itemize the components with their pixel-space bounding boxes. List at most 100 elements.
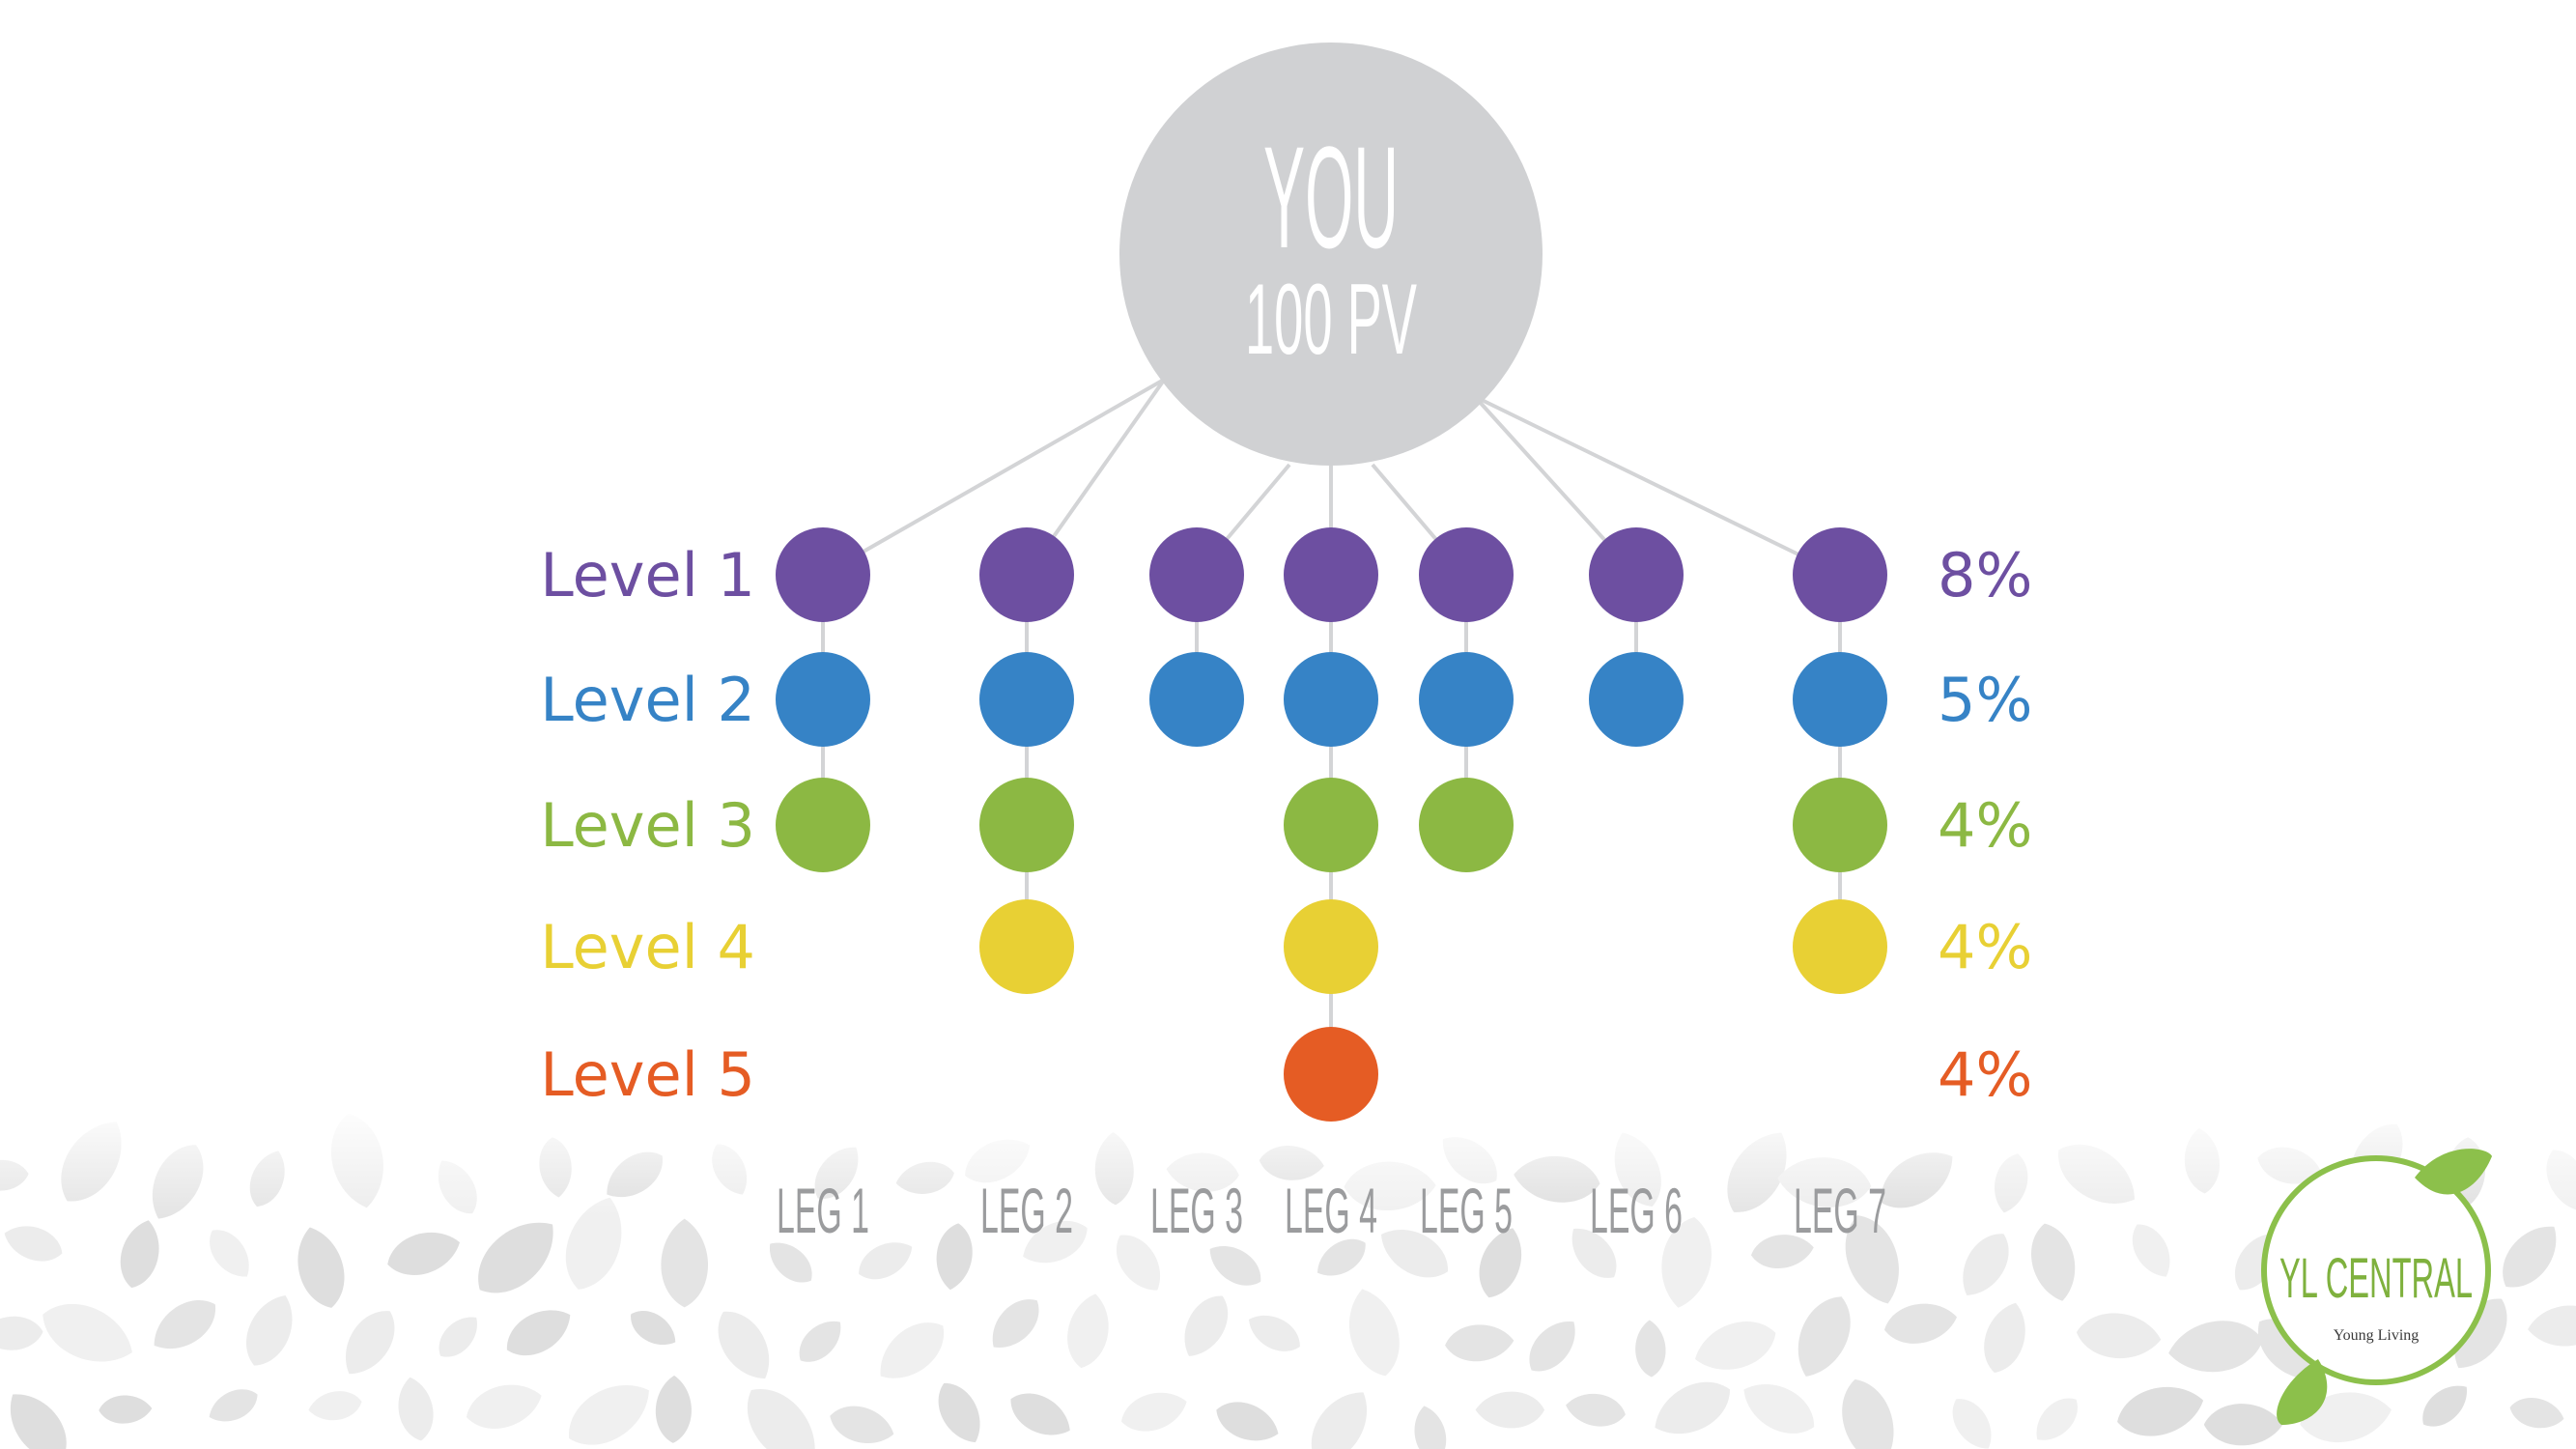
leaf-shape	[1751, 1235, 1814, 1268]
downline-node	[776, 527, 870, 622]
leaf-shape	[1655, 1381, 1730, 1435]
leaf-shape	[2528, 1305, 2576, 1347]
leaf-shape	[1952, 1399, 1992, 1449]
percent-labels: 8% 5% 4% 4% 4%	[1938, 540, 2032, 1110]
leaf-shape	[1842, 1378, 1894, 1449]
leg-label: LEG 3	[1150, 1175, 1243, 1246]
leaf-shape	[1529, 1321, 1575, 1372]
percent-label: 4%	[1938, 912, 2032, 982]
downline-nodes	[776, 527, 1887, 1122]
leaf-shape	[506, 1310, 571, 1356]
level-label: Level 4	[540, 912, 755, 982]
leaf-shape	[1010, 1393, 1070, 1435]
leaf-shape	[1661, 1217, 1712, 1308]
percent-label: 4%	[1938, 790, 2032, 861]
leaf-shape	[992, 1299, 1039, 1348]
leaf-shape	[747, 1388, 815, 1449]
leaf-shape	[1067, 1293, 1109, 1369]
level-label: Level 1	[540, 540, 755, 611]
leaf-shape	[210, 1230, 249, 1277]
leaf-shape	[1317, 1238, 1366, 1276]
root-pv: 100 PV	[1245, 264, 1417, 376]
downline-node	[979, 778, 1074, 872]
leaf-shape	[209, 1389, 258, 1422]
leaf-shape	[565, 1197, 622, 1290]
leaf-shape	[2076, 1313, 2162, 1358]
logo-brand: Young Living	[2334, 1327, 2420, 1344]
leaf-shape	[799, 1321, 841, 1362]
downline-node	[979, 527, 1074, 622]
leaf-shape	[2168, 1321, 2263, 1373]
leaf-shape	[1209, 1246, 1261, 1286]
leaf-bottom-icon	[2277, 1359, 2328, 1425]
leaf-shape	[466, 1384, 542, 1429]
leaf-shape	[1184, 1295, 1229, 1356]
leaf-shape	[830, 1406, 894, 1443]
downline-node	[1149, 527, 1244, 622]
root-title: YOU	[1263, 116, 1399, 278]
downline-node	[1284, 1027, 1378, 1122]
downline-node	[776, 652, 870, 747]
leaf-shape	[1635, 1320, 1666, 1378]
leaf-shape	[1479, 1228, 1521, 1298]
leaf-shape	[718, 1311, 770, 1379]
root-node: YOU 100 PV	[1119, 43, 1543, 466]
leaf-shape	[245, 1294, 293, 1366]
leaf-shape	[1475, 1391, 1545, 1429]
leaf-shape	[439, 1317, 477, 1357]
downline-node	[1419, 527, 1514, 622]
downline-node	[1419, 778, 1514, 872]
root-connector	[1479, 397, 1841, 577]
percent-label: 8%	[1938, 540, 2032, 611]
downline-node	[1284, 527, 1378, 622]
leaf-shape	[859, 1242, 913, 1280]
leaf-shape	[1845, 1215, 1899, 1304]
leaf-shape	[398, 1377, 434, 1441]
leaf-shape	[308, 1391, 362, 1421]
leaf-shape	[0, 1316, 43, 1350]
downline-node	[1284, 652, 1378, 747]
level-labels: Level 1 Level 2 Level 3 Level 4 Level 5	[540, 540, 755, 1110]
leaf-top-icon	[2415, 1149, 2492, 1195]
leg-label: LEG 2	[980, 1175, 1073, 1246]
leaf-shape	[2503, 1226, 2557, 1288]
leaf-shape	[2132, 1224, 2170, 1277]
level-label: Level 3	[540, 790, 755, 861]
leaf-shape	[1381, 1230, 1448, 1278]
leaf-shape	[1348, 1289, 1400, 1377]
level-label: Level 2	[540, 665, 755, 735]
leaf-shape	[631, 1311, 676, 1346]
downline-node	[979, 899, 1074, 994]
leaf-shape	[1566, 1393, 1626, 1427]
downline-node	[979, 652, 1074, 747]
logo-title: YL CENTRAL	[2279, 1247, 2473, 1310]
downline-node	[1149, 652, 1244, 747]
leg-label: LEG 1	[777, 1175, 869, 1246]
leaf-shape	[1571, 1229, 1617, 1278]
downline-node	[1284, 899, 1378, 994]
percent-label: 5%	[1938, 665, 2032, 735]
leaf-shape	[655, 1375, 692, 1443]
leaf-shape	[2203, 1404, 2283, 1446]
downline-node	[1793, 778, 1887, 872]
leg-label: LEG 7	[1794, 1175, 1886, 1246]
leaf-shape	[1445, 1324, 1514, 1362]
leaf-shape	[1694, 1321, 1776, 1370]
leaf-shape	[936, 1223, 973, 1291]
level-label: Level 5	[540, 1039, 755, 1110]
leaf-shape	[478, 1222, 553, 1293]
leaf-shape	[1216, 1402, 1279, 1441]
leaf-shape	[1248, 1315, 1300, 1351]
leaf-shape	[297, 1227, 345, 1308]
leaf-shape	[345, 1311, 395, 1375]
leaf-shape	[770, 1242, 812, 1283]
leaf-shape	[880, 1322, 945, 1378]
leaf-shape	[1311, 1392, 1368, 1449]
leaf-shape	[1414, 1406, 1447, 1449]
leaf-shape	[2300, 1392, 2392, 1443]
leg-label: LEG 6	[1590, 1175, 1683, 1246]
downline-node	[1589, 527, 1684, 622]
